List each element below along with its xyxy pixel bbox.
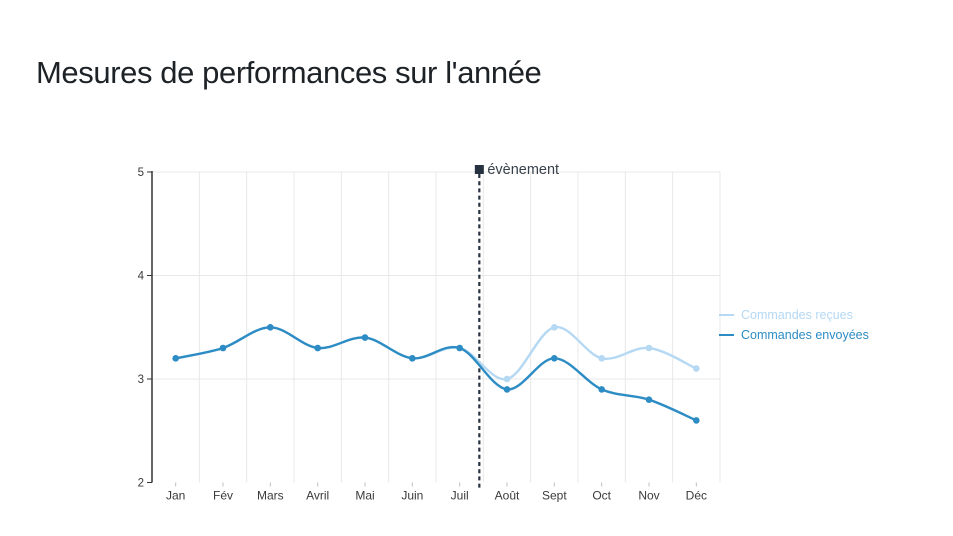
data-point-marker[interactable]	[172, 355, 179, 362]
legend-line-swatch-envoyees	[719, 333, 734, 336]
event-label: évènement	[487, 162, 559, 178]
data-point-marker[interactable]	[645, 344, 653, 352]
x-tick-label: Nov	[638, 489, 659, 503]
x-tick-label: Août	[495, 489, 520, 503]
data-point-marker[interactable]	[551, 355, 558, 362]
x-tick-label: Jan	[166, 489, 185, 503]
data-point-marker[interactable]	[598, 386, 605, 393]
page-title: Mesures de performances sur l'année	[36, 54, 542, 90]
x-tick-label: Sept	[542, 489, 567, 503]
legend-item-commandes-recues[interactable]: Commandes reçues	[719, 309, 869, 322]
x-tick-label: Oct	[592, 489, 611, 503]
x-tick-label: Déc	[686, 489, 707, 503]
data-point-marker[interactable]	[693, 365, 700, 372]
event-square-marker	[474, 165, 484, 174]
data-point-marker[interactable]	[361, 334, 369, 341]
legend-label-recues: Commandes reçues	[741, 308, 853, 322]
data-point-marker[interactable]	[219, 344, 227, 352]
legend-label-envoyees: Commandes envoyées	[741, 327, 869, 342]
x-tick-label: Mai	[355, 489, 374, 503]
data-point-marker[interactable]	[598, 355, 605, 362]
x-tick-label: Juil	[451, 489, 469, 503]
x-tick-label: Avril	[306, 489, 329, 503]
x-tick-label: Juin	[401, 489, 423, 503]
data-point-marker[interactable]	[645, 396, 653, 404]
data-point-marker[interactable]	[503, 375, 511, 383]
data-point-marker[interactable]	[409, 355, 416, 362]
data-point-marker[interactable]	[693, 417, 700, 424]
y-tick-label: 4	[138, 271, 145, 283]
y-tick-label: 5	[138, 167, 144, 179]
data-point-marker[interactable]	[314, 344, 322, 352]
chart-legend: Commandes reçues Commandes envoyées	[719, 309, 869, 341]
y-tick-label: 2	[138, 478, 144, 490]
x-tick-label: Mars	[257, 489, 284, 503]
x-tick-label: Fév	[213, 489, 233, 503]
data-point-marker[interactable]	[551, 324, 558, 331]
legend-item-commandes-envoyees[interactable]: Commandes envoyées	[719, 327, 869, 342]
data-point-marker[interactable]	[456, 344, 464, 352]
data-point-marker[interactable]	[267, 324, 274, 331]
y-tick-label: 3	[138, 374, 144, 386]
data-point-marker[interactable]	[503, 386, 511, 393]
legend-line-swatch-recues	[719, 314, 734, 317]
